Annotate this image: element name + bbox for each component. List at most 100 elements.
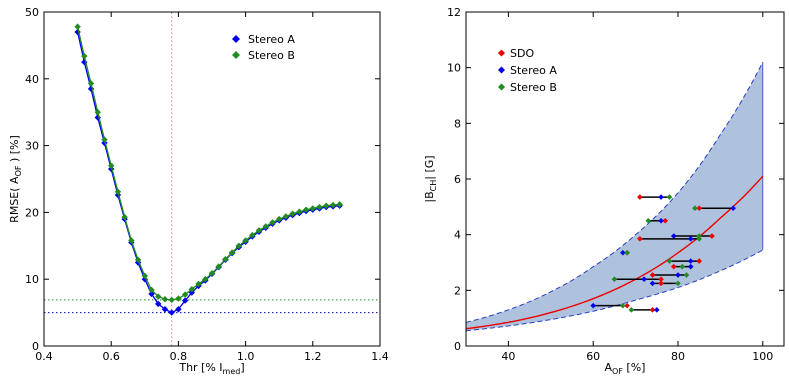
data-point	[195, 280, 202, 288]
series-stereo-a	[74, 28, 343, 316]
point-stereo-b	[611, 276, 618, 282]
data-point	[329, 201, 337, 209]
band-lower-edge	[466, 249, 764, 332]
point-sdo	[670, 263, 677, 270]
point-stereo-b	[620, 302, 626, 309]
data-point	[296, 208, 303, 215]
data-point	[269, 219, 276, 226]
point-stereo-a	[620, 249, 626, 256]
data-point	[242, 237, 249, 244]
point-group	[666, 258, 702, 264]
data-point	[161, 296, 169, 303]
point-group	[649, 272, 690, 278]
y-tick-label: 4	[454, 229, 461, 242]
point-stereo-a	[730, 205, 736, 212]
point-stereo-a	[687, 236, 694, 242]
data-point	[276, 215, 283, 223]
data-point	[302, 206, 310, 213]
x-tick-label: 1.2	[304, 350, 322, 363]
point-group	[620, 249, 630, 256]
y-tick-label: 30	[25, 140, 39, 153]
point-group	[637, 236, 702, 242]
data-point	[134, 256, 142, 264]
point-sdo	[658, 280, 664, 287]
point-sdo	[696, 205, 702, 212]
point-stereo-b	[683, 272, 690, 278]
data-point	[155, 293, 162, 300]
x-tick-label: 0.4	[35, 350, 53, 363]
y-tick-label: 0	[454, 340, 461, 353]
legend-label-sdo: SDO	[510, 47, 534, 60]
point-group	[611, 276, 664, 282]
point-group	[692, 205, 736, 212]
point-group	[645, 217, 669, 224]
data-point	[87, 80, 95, 87]
data-point	[309, 205, 316, 212]
point-sdo	[662, 217, 669, 224]
y-tick-label: 8	[454, 117, 461, 130]
point-sdo	[696, 258, 702, 264]
point-sdo	[658, 276, 664, 282]
data-point	[114, 188, 122, 195]
series-line	[76, 26, 340, 301]
y-tick-label: 40	[25, 73, 39, 86]
data-point	[94, 114, 101, 121]
data-point	[175, 295, 182, 302]
x-tick-label: 0.8	[170, 350, 188, 363]
x-tick-label: 80	[671, 350, 685, 363]
data-point	[128, 237, 135, 244]
left-panel: 0.4 0.6 0.8 1.0 1.2 1.4 0 10 20 30 40 50 Thr [% Ime…	[8, 6, 389, 376]
point-group	[590, 302, 630, 309]
right-x-axis-label: AOF [%]	[605, 361, 646, 376]
data-point	[289, 210, 296, 217]
data-point	[141, 276, 148, 283]
x-tick-label: 0.6	[102, 350, 120, 363]
data-point	[74, 23, 81, 30]
legend-label-stereo-a: Stereo A	[248, 33, 295, 46]
data-point	[121, 213, 128, 221]
point-stereo-b	[692, 205, 698, 212]
data-point	[262, 223, 269, 230]
data-point	[168, 309, 175, 316]
data-point	[316, 203, 323, 211]
point-stereo-b	[666, 194, 673, 200]
legend-marker-stereo-a	[232, 35, 240, 43]
left-legend: Stereo A Stereo B	[232, 33, 295, 62]
fit-curve	[466, 175, 764, 330]
point-stereo-a	[670, 233, 677, 239]
right-panel: 40 60 80 100 0 2 4 6 8 10 12 AOF [%] |BCH| [G] SDO…	[423, 6, 785, 376]
x-tick-label: 1.4	[371, 350, 389, 363]
data-point	[175, 306, 182, 313]
y-tick-label: 2	[454, 284, 461, 297]
data-point	[323, 202, 330, 209]
point-group	[670, 263, 694, 270]
point-stereo-b	[679, 263, 686, 270]
data-point	[222, 255, 229, 263]
right-y-axis-label: |BCH| [G]	[423, 155, 438, 202]
data-point	[148, 286, 155, 294]
point-sdo	[624, 302, 630, 309]
data-point	[188, 286, 196, 293]
y-tick-label: 12	[447, 6, 461, 19]
point-stereo-b	[624, 249, 630, 256]
x-tick-label: 40	[501, 350, 515, 363]
point-stereo-b	[645, 217, 652, 224]
point-stereo-b	[675, 280, 681, 287]
left-series-layer	[74, 23, 343, 316]
data-point	[202, 276, 209, 283]
data-point	[161, 306, 169, 313]
band-upper-edge	[466, 61, 764, 323]
right-fit-curve-layer	[466, 175, 764, 330]
data-point	[249, 231, 256, 239]
data-point	[74, 28, 81, 36]
y-tick-label: 0	[32, 340, 39, 353]
legend-marker-stereo-b	[232, 51, 240, 59]
data-point	[94, 109, 101, 116]
left-y-axis-label: RMSE( AOF ) [%]	[8, 135, 23, 223]
legend-label-stereo-b: Stereo B	[248, 49, 295, 62]
data-point	[108, 162, 115, 169]
data-point	[181, 291, 189, 298]
y-tick-label: 20	[25, 206, 39, 219]
x-tick-label: 60	[586, 350, 600, 363]
